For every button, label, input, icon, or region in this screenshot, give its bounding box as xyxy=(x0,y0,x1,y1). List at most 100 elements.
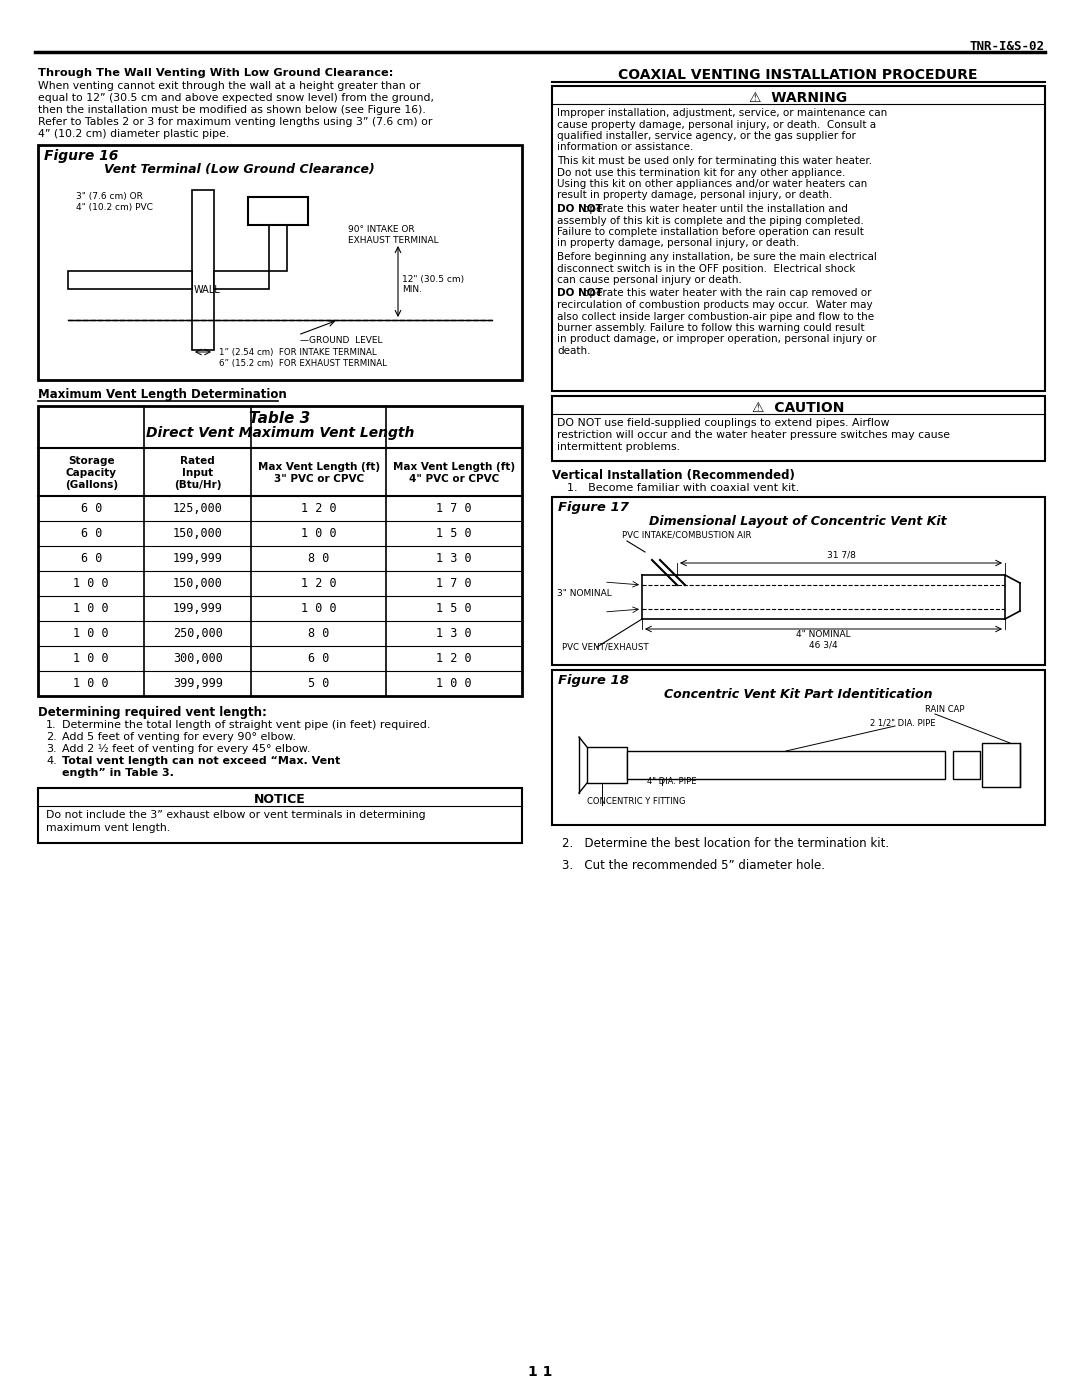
Text: Add 5 feet of venting for every 90° elbow.: Add 5 feet of venting for every 90° elbo… xyxy=(62,732,296,742)
Text: also collect inside larger combustion-air pipe and flow to the: also collect inside larger combustion-ai… xyxy=(557,312,874,321)
Text: ⚠  WARNING: ⚠ WARNING xyxy=(748,91,847,105)
Text: Max Vent Length (ft): Max Vent Length (ft) xyxy=(393,462,515,472)
Text: Storage: Storage xyxy=(68,455,114,467)
Text: can cause personal injury or death.: can cause personal injury or death. xyxy=(557,275,742,285)
Text: 1 0 0: 1 0 0 xyxy=(73,652,109,665)
Text: 3" NOMINAL: 3" NOMINAL xyxy=(557,588,611,598)
Bar xyxy=(192,190,214,351)
Text: assembly of this kit is complete and the piping completed.: assembly of this kit is complete and the… xyxy=(557,215,864,225)
Text: 1 0 0: 1 0 0 xyxy=(301,602,337,615)
Text: EXHAUST TERMINAL: EXHAUST TERMINAL xyxy=(348,236,438,244)
Text: PVC INTAKE/COMBUSTION AIR: PVC INTAKE/COMBUSTION AIR xyxy=(622,531,752,541)
Text: 1 7 0: 1 7 0 xyxy=(436,577,472,590)
Text: Add 2 ½ feet of venting for every 45° elbow.: Add 2 ½ feet of venting for every 45° el… xyxy=(62,745,311,754)
Text: information or assistance.: information or assistance. xyxy=(557,142,693,152)
Bar xyxy=(38,145,522,380)
Text: maximum vent length.: maximum vent length. xyxy=(46,823,171,833)
Text: operate this water heater until the installation and: operate this water heater until the inst… xyxy=(583,204,848,214)
Text: 4" PVC or CPVC: 4" PVC or CPVC xyxy=(409,474,499,483)
Text: Vent Terminal (Low Ground Clearance): Vent Terminal (Low Ground Clearance) xyxy=(104,163,375,176)
Text: Vertical Installation (Recommended): Vertical Installation (Recommended) xyxy=(552,469,795,482)
Text: 3.   Cut the recommended 5” diameter hole.: 3. Cut the recommended 5” diameter hole. xyxy=(562,859,825,872)
Text: ength” in Table 3.: ength” in Table 3. xyxy=(62,768,174,778)
Bar xyxy=(68,271,192,289)
Text: COAXIAL VENTING INSTALLATION PROCEDURE: COAXIAL VENTING INSTALLATION PROCEDURE xyxy=(618,68,977,82)
Text: CONCENTRIC Y FITTING: CONCENTRIC Y FITTING xyxy=(588,798,686,806)
Text: 1 1: 1 1 xyxy=(528,1365,552,1379)
Text: DO NOT use field-supplied couplings to extend pipes. Airflow: DO NOT use field-supplied couplings to e… xyxy=(557,418,890,427)
Text: operate this water heater with the rain cap removed or: operate this water heater with the rain … xyxy=(583,289,872,299)
Text: DO NOT: DO NOT xyxy=(557,204,603,214)
Text: PVC VENT/EXHAUST: PVC VENT/EXHAUST xyxy=(562,643,649,652)
Text: Refer to Tables 2 or 3 for maximum venting lengths using 3” (7.6 cm) or: Refer to Tables 2 or 3 for maximum venti… xyxy=(38,117,432,127)
Text: Figure 16: Figure 16 xyxy=(44,149,119,163)
Bar xyxy=(588,747,627,782)
Text: 6” (15.2 cm)  FOR EXHAUST TERMINAL: 6” (15.2 cm) FOR EXHAUST TERMINAL xyxy=(219,359,387,367)
Text: RAIN CAP: RAIN CAP xyxy=(924,705,964,714)
Text: Max Vent Length (ft): Max Vent Length (ft) xyxy=(258,462,380,472)
Text: death.: death. xyxy=(557,346,591,356)
Text: burner assembly. Failure to follow this warning could result: burner assembly. Failure to follow this … xyxy=(557,323,865,332)
Text: 199,999: 199,999 xyxy=(173,602,222,615)
Text: Failure to complete installation before operation can result: Failure to complete installation before … xyxy=(557,226,864,237)
Bar xyxy=(38,407,522,696)
Text: 300,000: 300,000 xyxy=(173,652,222,665)
Text: MIN.: MIN. xyxy=(402,285,422,293)
Bar xyxy=(248,197,308,225)
Text: cause property damage, personal injury, or death.  Consult a: cause property damage, personal injury, … xyxy=(557,120,876,130)
Text: 250,000: 250,000 xyxy=(173,627,222,640)
Text: 150,000: 150,000 xyxy=(173,527,222,541)
Text: (Gallons): (Gallons) xyxy=(65,481,118,490)
Text: Through The Wall Venting With Low Ground Clearance:: Through The Wall Venting With Low Ground… xyxy=(38,68,393,78)
Text: recirculation of combustion products may occur.  Water may: recirculation of combustion products may… xyxy=(557,300,873,310)
Text: Dimensional Layout of Concentric Vent Kit: Dimensional Layout of Concentric Vent Ki… xyxy=(649,515,947,528)
Text: 4" NOMINAL: 4" NOMINAL xyxy=(796,630,850,638)
Text: disconnect switch is in the OFF position.  Electrical shock: disconnect switch is in the OFF position… xyxy=(557,264,855,274)
Bar xyxy=(269,219,287,271)
Text: 1 5 0: 1 5 0 xyxy=(436,527,472,541)
Text: 3" (7.6 cm) OR: 3" (7.6 cm) OR xyxy=(76,191,143,201)
Text: DO NOT: DO NOT xyxy=(557,289,603,299)
Text: intermittent problems.: intermittent problems. xyxy=(557,441,680,453)
Text: 1.   Become familiar with coaxial vent kit.: 1. Become familiar with coaxial vent kit… xyxy=(567,483,799,493)
Text: ⚠  CAUTION: ⚠ CAUTION xyxy=(752,401,845,415)
Text: 5 0: 5 0 xyxy=(308,678,329,690)
Text: 3.: 3. xyxy=(46,745,56,754)
Text: equal to 12” (30.5 cm and above expected snow level) from the ground,: equal to 12” (30.5 cm and above expected… xyxy=(38,94,434,103)
Text: 1 3 0: 1 3 0 xyxy=(436,627,472,640)
Text: 1 0 0: 1 0 0 xyxy=(73,627,109,640)
Text: Do not use this termination kit for any other appliance.: Do not use this termination kit for any … xyxy=(557,168,846,177)
Text: Direct Vent Maximum Vent Length: Direct Vent Maximum Vent Length xyxy=(146,426,415,440)
Text: 6 0: 6 0 xyxy=(81,527,102,541)
Text: 3" PVC or CPVC: 3" PVC or CPVC xyxy=(273,474,364,483)
Bar xyxy=(627,752,945,780)
Bar xyxy=(552,671,1045,826)
Text: (Btu/Hr): (Btu/Hr) xyxy=(174,481,221,490)
Text: Figure 17: Figure 17 xyxy=(558,502,629,514)
Text: Determine the total length of straight vent pipe (in feet) required.: Determine the total length of straight v… xyxy=(62,719,431,731)
Text: —GROUND  LEVEL: —GROUND LEVEL xyxy=(300,337,382,345)
Text: Do not include the 3” exhaust elbow or vent terminals in determining: Do not include the 3” exhaust elbow or v… xyxy=(46,810,426,820)
Text: in property damage, personal injury, or death.: in property damage, personal injury, or … xyxy=(557,239,799,249)
Bar xyxy=(552,87,1045,391)
Text: 2 1/2" DIA. PIPE: 2 1/2" DIA. PIPE xyxy=(870,718,935,726)
Text: 8 0: 8 0 xyxy=(308,552,329,564)
Text: 12" (30.5 cm): 12" (30.5 cm) xyxy=(402,275,464,284)
Bar xyxy=(552,497,1045,665)
Text: 125,000: 125,000 xyxy=(173,502,222,515)
Text: 199,999: 199,999 xyxy=(173,552,222,564)
Text: Input: Input xyxy=(183,468,213,478)
Text: 6 0: 6 0 xyxy=(81,552,102,564)
Bar xyxy=(214,271,269,289)
Text: restriction will occur and the water heater pressure switches may cause: restriction will occur and the water hea… xyxy=(557,430,950,440)
Text: 150,000: 150,000 xyxy=(173,577,222,590)
Text: 1 3 0: 1 3 0 xyxy=(436,552,472,564)
Text: in product damage, or improper operation, personal injury or: in product damage, or improper operation… xyxy=(557,334,877,345)
Text: Determining required vent length:: Determining required vent length: xyxy=(38,705,267,719)
Text: This kit must be used only for terminating this water heater.: This kit must be used only for terminati… xyxy=(557,156,873,166)
Text: 1 0 0: 1 0 0 xyxy=(436,678,472,690)
Text: Table 3: Table 3 xyxy=(249,411,311,426)
Bar xyxy=(982,743,1020,787)
Text: 1 7 0: 1 7 0 xyxy=(436,502,472,515)
Text: 8 0: 8 0 xyxy=(308,627,329,640)
